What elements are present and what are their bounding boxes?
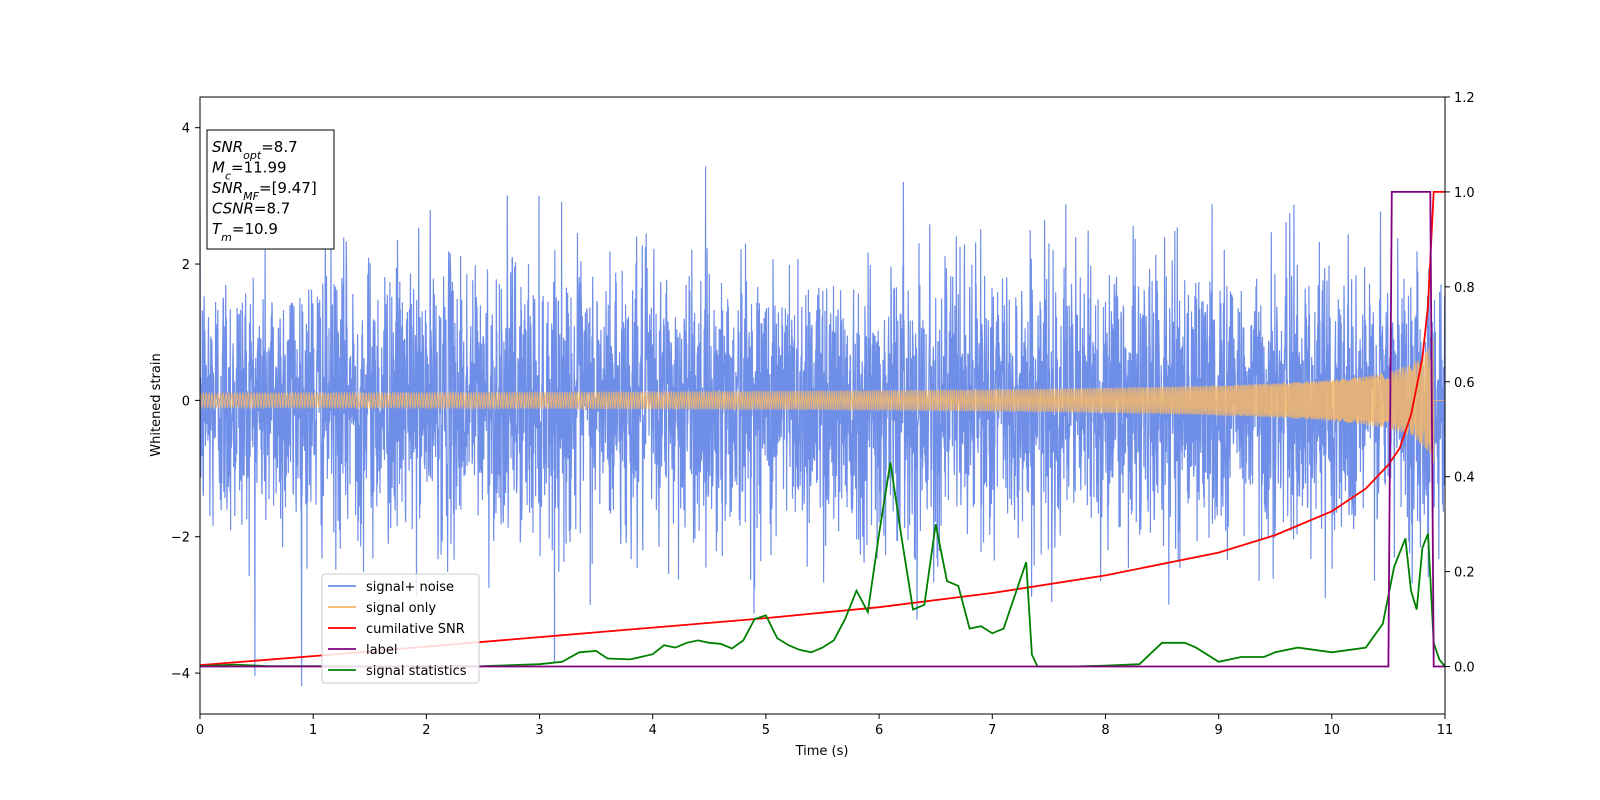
info-snr-opt: SNRopt=8.7 — [212, 138, 298, 162]
legend-signal-only: signal only — [366, 601, 436, 616]
info-box-frame — [206, 129, 335, 250]
x-tick-label: 9 — [1214, 723, 1222, 738]
info-csnr: CSNR=8.7 — [212, 200, 290, 218]
y2-tick-label: 1.0 — [1454, 186, 1475, 201]
legend-signal-noise: signal+ noise — [366, 580, 454, 595]
x-tick-label: 7 — [988, 723, 996, 738]
info-snr-mf: SNRMF=[9.47] — [212, 179, 317, 203]
x-tick-label: 1 — [309, 723, 317, 738]
cumulative-snr-line — [200, 191, 1445, 666]
y2-tick-label: 0.4 — [1454, 471, 1475, 486]
legend-signal-statistics: signal statistics — [366, 664, 467, 679]
x-tick-label: 3 — [535, 723, 543, 738]
y2-tick-label: 0.2 — [1454, 566, 1475, 581]
x-tick-label: 11 — [1437, 723, 1454, 738]
x-tick-label: 6 — [875, 723, 883, 738]
y-axis-label: Whitened strain — [149, 353, 164, 456]
y-tick-label: −2 — [171, 531, 190, 546]
legend-cumulative-snr: cumilative SNR — [366, 622, 465, 637]
x-tick-label: 4 — [649, 723, 657, 738]
axes-layer: 0 1 2 3 4 5 6 7 8 9 10 11 −4 −2 0 2 4 0.0 0.2 0.4 0.6 0.8 1.0 1… — [171, 91, 1475, 738]
x-tick-label: 8 — [1101, 723, 1109, 738]
label-line — [200, 191, 1445, 668]
info-tm: Tm=10.9 — [212, 220, 278, 244]
signal-only-line — [200, 338, 1445, 463]
y2-tick-label: 0.6 — [1454, 376, 1475, 391]
x-tick-label: 2 — [422, 723, 430, 738]
y-tick-label: −4 — [171, 667, 190, 682]
signal-statistics-line — [200, 462, 1445, 668]
y-tick-label: 4 — [182, 122, 190, 137]
x-tick-label: 5 — [762, 723, 770, 738]
series-layer — [200, 166, 1445, 687]
x-axis-label: Time (s) — [795, 744, 849, 759]
plot-frame — [199, 96, 1446, 715]
x-tick-label: 0 — [196, 723, 204, 738]
x-tick-label: 10 — [1324, 723, 1341, 738]
legend-frame — [321, 573, 480, 684]
y-tick-label: 0 — [182, 394, 190, 409]
legend-label: label — [366, 643, 397, 658]
legend: signal+ noise signal only cumilative SNR la… — [321, 573, 480, 684]
info-mc: Mc=11.99 — [212, 159, 287, 183]
y2-tick-label: 0.0 — [1454, 661, 1475, 676]
y2-tick-label: 1.2 — [1454, 91, 1475, 106]
y2-tick-label: 0.8 — [1454, 281, 1475, 296]
y-tick-label: 2 — [182, 258, 190, 273]
